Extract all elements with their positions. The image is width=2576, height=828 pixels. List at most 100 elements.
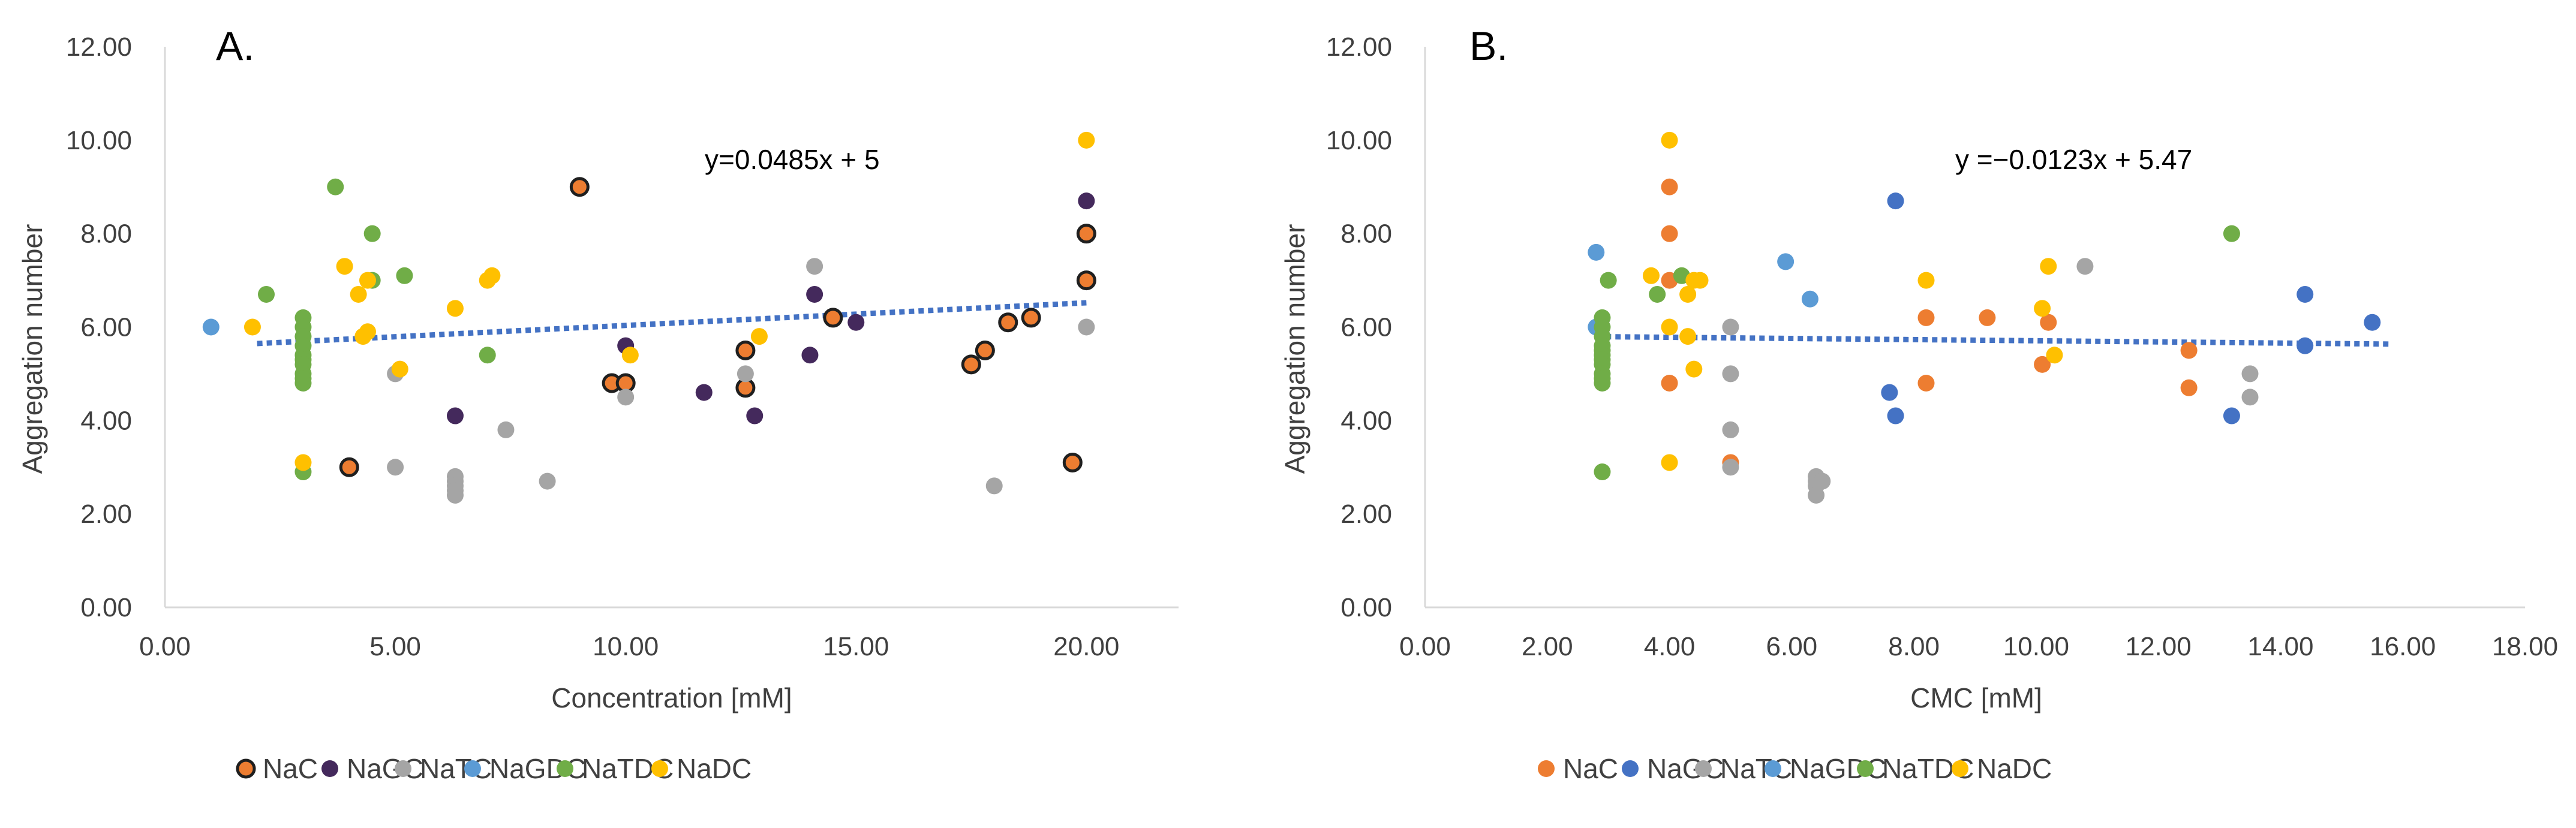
point-nadc [1679,285,1697,303]
y-tick-label: 12.00 [1326,32,1392,62]
point-nac [1076,224,1096,244]
point-nagc [1078,192,1095,210]
point-nac [735,340,756,360]
point-nac [975,340,995,360]
point-nadc [359,272,376,289]
point-natdc [1594,375,1611,392]
point-nac [2034,356,2051,373]
x-axis-title-b: CMC [mM] [1910,682,2042,713]
y-tick-label: 2.00 [1340,499,1392,529]
x-tick-label: 10.00 [2003,632,2069,661]
legend-label-nagc: NaGC [1647,753,1724,784]
chart-panel-a: A. Aggregation number Concentration [mM]… [17,23,1179,784]
point-natdc [2223,225,2240,242]
point-nagc [2297,337,2314,354]
panel-label-b: B. [1469,23,1508,69]
legend-marker-nac [236,758,256,779]
point-nac [1917,375,1935,392]
point-natc [985,477,1003,495]
point-natdc [396,267,413,284]
y-tick-label: 8.00 [80,219,132,249]
x-tick-label: 14.00 [2247,632,2313,661]
chart-panel-b: B. Aggregation number CMC [mM] y =−0.012… [1279,23,2558,784]
point-nagc [847,314,865,331]
point-nadc [391,360,408,378]
point-nagdc [1777,253,1795,270]
legend-marker-natc [1695,760,1712,777]
point-nagc [806,285,823,303]
legend-label-nadc: NaDC [677,753,752,784]
point-natc [497,421,515,438]
trendline-equation-a: y=0.0485x + 5 [705,144,880,175]
x-tick-label: 8.00 [1888,632,1940,661]
legend-marker-natc [395,760,411,777]
point-natdc [294,375,312,392]
legend-label-natc: NaTC [420,753,492,784]
point-natc [1808,487,1825,504]
y-tick-label: 10.00 [1326,126,1392,155]
point-nadc [1078,131,1095,149]
x-axis-title-a: Concentration [mM] [551,682,792,713]
point-nagdc [1588,243,1605,261]
legend-marker-nagc [321,760,338,777]
legend-label-nagc: NaGC [347,753,423,784]
x-tick-label: 0.00 [1399,632,1451,661]
x-tick-label: 15.00 [823,632,889,661]
x-tick-label: 20.00 [1053,632,1119,661]
point-natdc [1649,285,1666,303]
x-tick-label: 10.00 [593,632,659,661]
y-tick-label: 8.00 [1340,219,1392,249]
point-nagc [2364,314,2381,331]
legend-marker-nac [1538,760,1555,777]
point-nagc [746,407,764,424]
x-tick-label: 5.00 [369,632,421,661]
point-natc [737,365,754,383]
point-nac [2180,342,2198,359]
trendline-b [1596,333,2391,347]
point-nagc [1881,384,1898,401]
point-nadc [350,285,367,303]
trendline-a [257,300,1087,347]
trendline-equation-b: y =−0.0123x + 5.47 [1955,144,2192,175]
point-nac [2180,379,2198,396]
point-nac [339,457,359,477]
point-nac [1021,308,1041,328]
point-nac [569,177,590,197]
point-natdc [479,347,496,364]
y-tick-label: 6.00 [80,313,132,342]
legend-marker-nadc [651,760,668,777]
legend-marker-natdc [557,760,573,777]
point-nadc [621,347,639,364]
point-nadc [2046,347,2063,364]
point-nac [998,312,1018,333]
y-tick-label: 2.00 [80,499,132,529]
point-nadc [483,267,501,284]
y-tick-label: 4.00 [1340,406,1392,435]
point-natc [2241,389,2259,406]
point-nadc [244,318,261,336]
point-nagc [801,347,819,364]
point-natc [1722,318,1739,336]
point-nadc [1661,454,1678,471]
point-natc [1722,365,1739,383]
legend-label-nadc: NaDC [1977,753,2052,784]
legend-label-nac: NaC [1563,753,1618,784]
point-natdc [327,178,344,195]
x-tick-label: 12.00 [2126,632,2192,661]
point-natc [446,487,464,504]
point-nadc [1661,131,1678,149]
x-tick-label: 18.00 [2492,632,2558,661]
point-nagc [695,384,713,401]
point-natc [1722,459,1739,476]
y-tick-label: 12.00 [66,32,132,62]
point-nagc [2223,407,2240,424]
x-tick-label: 16.00 [2370,632,2436,661]
point-nac [2040,314,2057,331]
legend-marker-nagdc [464,760,481,777]
y-axis-title-b: Aggregation number [1279,224,1310,474]
point-natdc [1600,272,1617,289]
point-nadc [1661,318,1678,336]
legend-marker-natdc [1857,760,1874,777]
point-natc [387,459,404,476]
